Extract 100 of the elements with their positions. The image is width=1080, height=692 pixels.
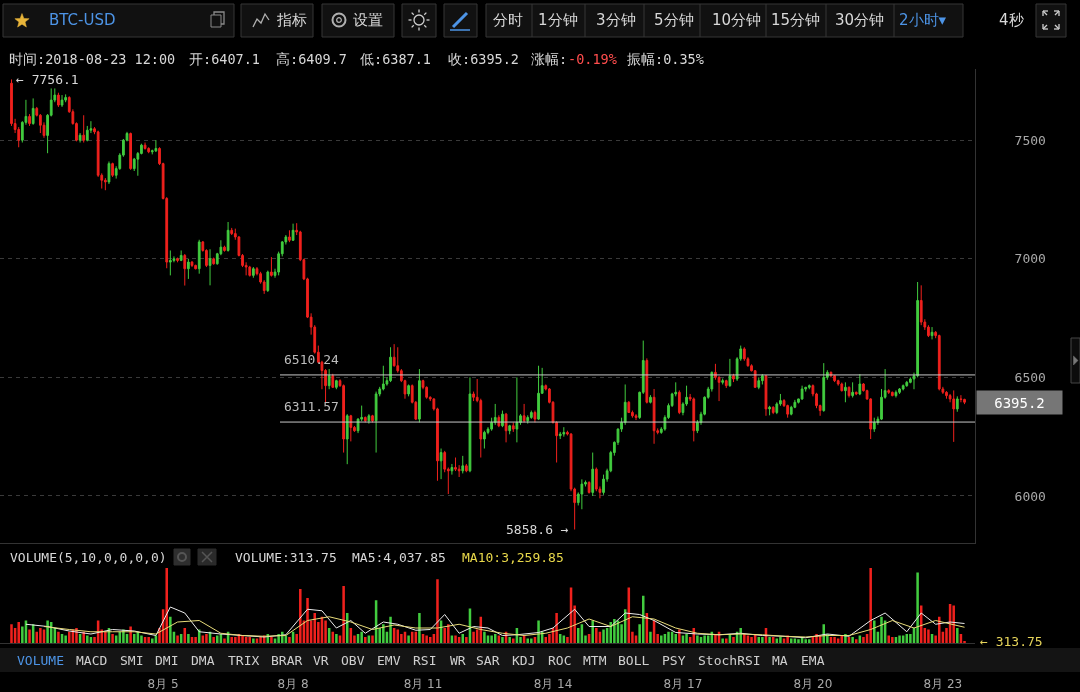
candlestick	[945, 390, 948, 400]
candlestick	[187, 258, 190, 280]
candlestick	[858, 373, 862, 396]
candlestick	[78, 132, 82, 144]
candlestick	[692, 397, 696, 442]
candlestick	[374, 391, 378, 454]
bar	[649, 631, 652, 643]
x-tick-label: 8月 11	[403, 677, 443, 692]
candlestick	[627, 400, 631, 414]
bar	[732, 637, 735, 643]
text: 收:6395.2	[448, 51, 519, 67]
bar	[428, 637, 432, 643]
chart-title: BTC-USD	[49, 11, 116, 29]
candlestick	[847, 385, 851, 399]
bar	[898, 635, 901, 643]
bar	[252, 638, 255, 643]
text: VOLUME	[17, 653, 64, 668]
bar	[64, 635, 67, 643]
x-tick-label: 8月 23	[923, 677, 963, 692]
bar	[761, 637, 764, 643]
y-tick-label: 6500	[1014, 369, 1046, 385]
candlestick	[129, 132, 133, 171]
bar	[360, 631, 363, 643]
candlestick	[230, 227, 234, 236]
bar	[407, 635, 410, 643]
text: StochRSI	[698, 653, 761, 668]
bar	[833, 637, 836, 643]
bar	[779, 637, 782, 643]
x-tick-label: 8月 14	[533, 677, 573, 692]
candlestick	[461, 455, 465, 474]
text: 3分钟	[596, 11, 636, 29]
candlestick	[504, 412, 508, 443]
bar	[425, 635, 428, 643]
candlestick	[522, 403, 526, 423]
candlestick	[677, 389, 681, 415]
text: 10分钟	[712, 11, 762, 29]
text: SMI	[120, 653, 144, 668]
candlestick	[800, 385, 804, 401]
candlestick	[363, 416, 367, 423]
candlestick	[919, 284, 923, 326]
candlestick	[147, 146, 151, 154]
candlestick	[771, 405, 775, 415]
bar	[667, 631, 670, 643]
ref-line-label: 6311.57	[284, 399, 339, 414]
bar	[371, 635, 374, 643]
bar	[956, 628, 959, 643]
text: EMA	[801, 653, 825, 668]
candlestick	[511, 421, 515, 433]
bar	[140, 635, 143, 643]
bar	[234, 637, 237, 643]
bar	[299, 589, 302, 643]
candlestick	[649, 394, 652, 404]
candlestick	[371, 414, 374, 423]
bar	[151, 638, 154, 643]
annotation: ← 7756.1	[16, 72, 79, 87]
bar	[501, 637, 504, 643]
candlestick	[288, 229, 291, 243]
candlestick	[143, 142, 147, 151]
candlestick	[728, 358, 732, 388]
x-tick-label: 8月 20	[793, 677, 833, 692]
candlestick	[887, 388, 891, 395]
text: EMV	[377, 653, 401, 668]
bar	[248, 637, 252, 643]
candlestick	[807, 383, 811, 390]
candlestick	[493, 403, 497, 426]
bar	[526, 638, 529, 643]
bar	[869, 568, 872, 643]
bar	[703, 635, 706, 643]
bar	[721, 638, 724, 643]
candlestick	[179, 249, 183, 262]
annotation: 5858.6 →	[506, 522, 569, 537]
bar	[887, 635, 890, 643]
text: VOLUME:313.75	[235, 550, 337, 565]
bar	[465, 637, 468, 643]
text: 设置	[353, 11, 383, 29]
candlestick	[872, 417, 876, 433]
text: DMA	[191, 653, 215, 668]
candlestick	[898, 387, 901, 395]
bar	[851, 637, 854, 643]
bar	[577, 628, 580, 643]
candlestick	[905, 380, 909, 388]
text: 开:6407.1	[189, 51, 260, 67]
candlestick	[955, 395, 959, 413]
bar	[938, 616, 941, 643]
candlestick	[248, 265, 252, 278]
text: MACD	[76, 653, 108, 668]
bar	[483, 631, 486, 643]
candlestick	[587, 480, 591, 495]
bar	[461, 634, 464, 643]
text: -0.19%	[568, 51, 617, 67]
candlestick	[533, 410, 537, 423]
text: 振幅:0.35%	[627, 51, 704, 67]
candlestick	[197, 239, 201, 275]
candlestick	[176, 257, 179, 263]
text: KDJ	[512, 653, 536, 668]
candlestick	[168, 249, 172, 276]
bar	[873, 620, 876, 643]
bar	[132, 634, 136, 643]
bar	[147, 637, 150, 643]
candlestick	[508, 424, 512, 435]
